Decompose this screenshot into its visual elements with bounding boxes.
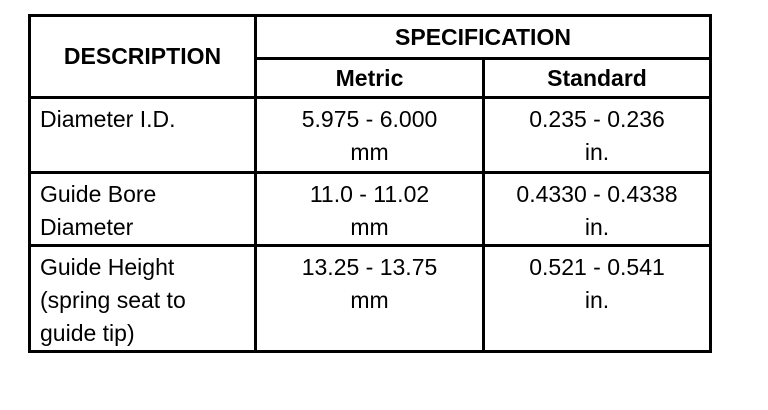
table-body: Diameter I.D. 5.975 - 6.000 mm 0.235 - 0.23… xyxy=(28,96,712,353)
cell-line: 13.25 - 13.75 xyxy=(301,254,438,280)
cell-line: mm xyxy=(350,214,389,240)
value-cell: 0.521 - 0.541 in. xyxy=(482,244,712,353)
cell-line: (spring seat to xyxy=(40,287,186,313)
table-row: Guide Bore Diameter 11.0 - 11.02 mm 0.4330 -… xyxy=(28,171,712,247)
cell-line: 0.235 - 0.236 xyxy=(529,106,665,132)
cell-line: in. xyxy=(584,214,610,240)
cell-line: Diameter I.D. xyxy=(40,106,176,132)
cell-line: mm xyxy=(350,287,389,313)
value-cell: 0.235 - 0.236 in. xyxy=(482,96,712,174)
value-cell: 0.4330 - 0.4338 in. xyxy=(482,171,712,247)
header-standard: Standard xyxy=(482,57,712,99)
cell-line: in. xyxy=(584,287,610,313)
table-row: Guide Height (spring seat to guide tip) 13.… xyxy=(28,244,712,353)
value-cell: 5.975 - 6.000 mm xyxy=(254,96,485,174)
cell-line: guide tip) xyxy=(40,320,135,346)
value-cell: 13.25 - 13.75 mm xyxy=(254,244,485,353)
cell-line: 0.521 - 0.541 xyxy=(529,254,665,280)
cell-line: 11.0 - 11.02 xyxy=(309,181,430,207)
description-cell: Guide Bore Diameter xyxy=(28,171,257,247)
cell-line: Guide Bore xyxy=(40,181,157,207)
header-specification: SPECIFICATION xyxy=(254,14,712,60)
cell-line: Guide Height xyxy=(40,254,175,280)
cell-line: mm xyxy=(350,139,389,165)
cell-line: in. xyxy=(584,139,610,165)
table-row: Diameter I.D. 5.975 - 6.000 mm 0.235 - 0.23… xyxy=(28,96,712,174)
cell-line: Diameter xyxy=(40,214,134,240)
spec-table: DESCRIPTION SPECIFICATION Metric Standar… xyxy=(28,14,712,353)
cell-line: 0.4330 - 0.4338 xyxy=(516,181,678,207)
header-description: DESCRIPTION xyxy=(28,14,257,99)
header-metric: Metric xyxy=(254,57,485,99)
value-cell: 11.0 - 11.02 mm xyxy=(254,171,485,247)
description-cell: Guide Height (spring seat to guide tip) xyxy=(28,244,257,353)
description-cell: Diameter I.D. xyxy=(28,96,257,174)
cell-line: 5.975 - 6.000 xyxy=(301,106,438,132)
